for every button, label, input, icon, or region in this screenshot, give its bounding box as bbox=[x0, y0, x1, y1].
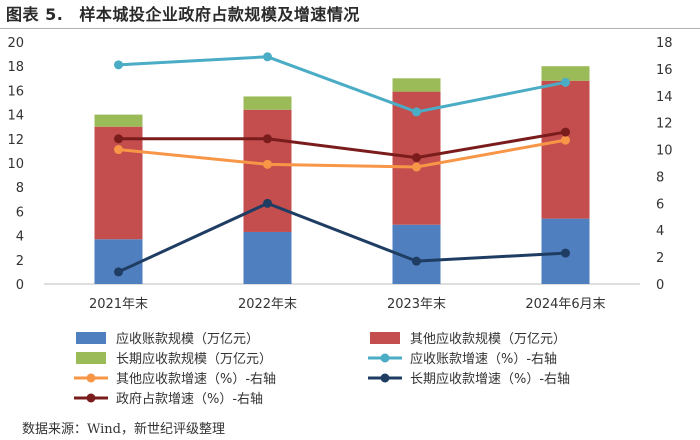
series-point bbox=[263, 52, 272, 62]
right-y-tick-label: 18 bbox=[656, 36, 673, 51]
left-y-tick-label: 18 bbox=[7, 60, 24, 75]
left-y-tick-label: 2 bbox=[16, 254, 24, 269]
legend-label: 应收账款规模（万亿元） bbox=[116, 331, 259, 347]
left-y-tick-label: 4 bbox=[16, 230, 24, 245]
bar-segment bbox=[243, 231, 292, 284]
legend-label: 应收账款增速（%）-右轴 bbox=[410, 351, 557, 367]
bar-segment bbox=[94, 114, 143, 127]
figure-number: 图表 5. bbox=[6, 5, 64, 24]
legend-label: 政府占款增速（%）-右轴 bbox=[116, 392, 263, 407]
title-divider bbox=[0, 28, 700, 29]
legend-label: 长期应收款规模（万亿元） bbox=[116, 351, 272, 367]
series-line bbox=[118, 130, 566, 160]
x-tick-label: 2022年末 bbox=[238, 297, 297, 312]
figure-title-text: 样本城投企业政府占款规模及增速情况 bbox=[79, 5, 360, 24]
series-line bbox=[118, 138, 566, 169]
bar-segment bbox=[94, 239, 143, 284]
series-point bbox=[412, 153, 421, 163]
series-point bbox=[561, 77, 570, 87]
series-point bbox=[114, 267, 123, 277]
right-y-tick-label: 4 bbox=[656, 224, 664, 239]
legend-swatch-bar bbox=[76, 332, 106, 344]
left-y-tick-label: 10 bbox=[7, 157, 24, 172]
series-point bbox=[561, 135, 570, 145]
chart-legend: 应收账款规模（万亿元） 其他应收款规模（万亿元） 长期应收款规模（万亿元） 应收账款增… bbox=[74, 331, 570, 407]
series-point bbox=[263, 198, 272, 208]
bar-segment bbox=[243, 109, 292, 232]
series-point bbox=[114, 145, 123, 155]
legend-swatch-bar bbox=[370, 332, 400, 344]
left-y-tick-label: 16 bbox=[7, 84, 24, 99]
series-line bbox=[118, 55, 566, 114]
stacked-bars bbox=[94, 66, 590, 284]
right-y-tick-label: 16 bbox=[656, 63, 673, 78]
series-point bbox=[412, 162, 421, 172]
series-point bbox=[263, 134, 272, 144]
legend-swatch-marker bbox=[86, 373, 96, 383]
combo-chart: 0 2 4 6 8 10 12 14 16 18 20 0 2 4 6 8 10 12 14 16 18 2021年末 20… bbox=[7, 36, 672, 407]
legend-label: 长期应收款增速（%）-右轴 bbox=[410, 371, 570, 387]
bar-segment bbox=[94, 126, 143, 240]
right-y-tick-label: 14 bbox=[656, 90, 673, 105]
bar-segment bbox=[541, 80, 590, 219]
right-y-tick-label: 12 bbox=[656, 117, 673, 132]
bar-segment bbox=[392, 78, 441, 92]
right-y-tick-label: 0 bbox=[656, 278, 664, 293]
series-point bbox=[114, 134, 123, 144]
x-tick-label: 2023年末 bbox=[387, 297, 446, 312]
series-point bbox=[412, 107, 421, 117]
legend-label: 其他应收款规模（万亿元） bbox=[410, 331, 566, 347]
right-y-tick-label: 8 bbox=[656, 170, 664, 185]
series-point bbox=[561, 248, 570, 258]
left-y-tick-label: 8 bbox=[16, 181, 24, 196]
legend-label: 其他应收款增速（%）-右轴 bbox=[116, 371, 276, 387]
series-point bbox=[412, 256, 421, 266]
right-y-tick-label: 10 bbox=[656, 144, 673, 159]
x-tick-label: 2024年6月末 bbox=[525, 297, 605, 312]
left-y-tick-label: 20 bbox=[7, 36, 24, 51]
left-y-tick-label: 6 bbox=[16, 205, 24, 220]
series-line bbox=[117, 201, 566, 274]
x-tick-label: 2021年末 bbox=[89, 297, 148, 312]
bar-segment bbox=[541, 66, 590, 81]
figure-title: 图表 5. 样本城投企业政府占款规模及增速情况 bbox=[6, 2, 360, 28]
growth-lines bbox=[114, 52, 570, 277]
legend-swatch-bar bbox=[76, 352, 106, 364]
right-y-tick-label: 2 bbox=[656, 251, 664, 266]
left-y-tick-label: 0 bbox=[16, 278, 24, 293]
chart-axes: 0 2 4 6 8 10 12 14 16 18 20 0 2 4 6 8 10 12 14 16 18 2021年末 20… bbox=[7, 36, 672, 312]
left-y-tick-label: 14 bbox=[7, 109, 24, 124]
legend-swatch-marker bbox=[380, 373, 390, 383]
series-point bbox=[561, 127, 570, 137]
left-y-tick-label: 12 bbox=[7, 133, 24, 148]
series-point bbox=[263, 159, 272, 169]
legend-swatch-marker bbox=[380, 353, 390, 363]
legend-swatch-marker bbox=[86, 393, 96, 403]
bar-segment bbox=[243, 96, 292, 110]
series-point bbox=[114, 60, 123, 70]
right-y-tick-label: 6 bbox=[656, 197, 664, 212]
data-source-note: 数据来源：Wind，新世纪评级整理 bbox=[22, 422, 225, 437]
